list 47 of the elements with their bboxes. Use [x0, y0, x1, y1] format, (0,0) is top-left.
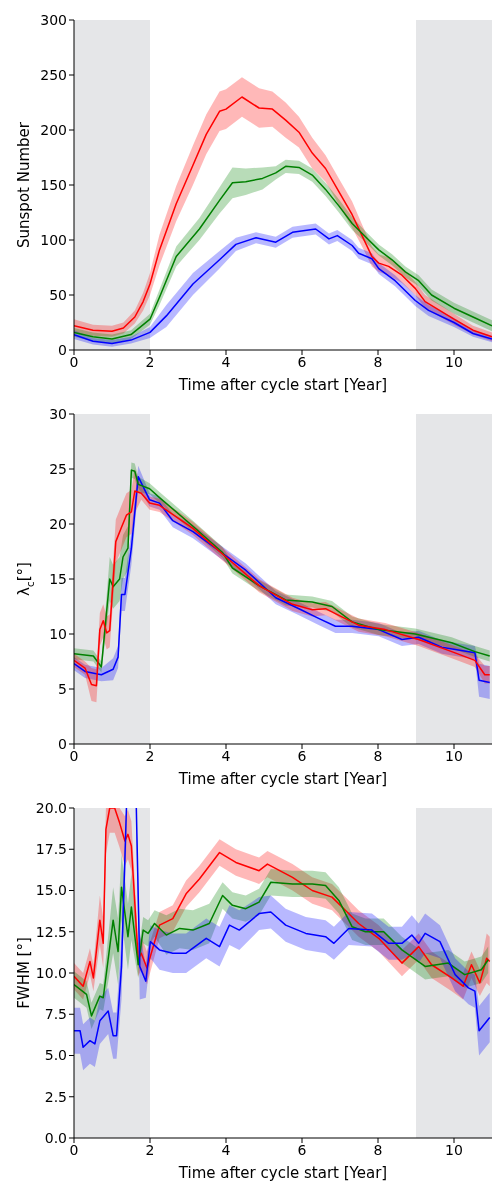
x-tick-label: 2 — [145, 1141, 155, 1158]
x-axis-title: Time after cycle start [Year] — [177, 770, 388, 788]
y-tick-label: 0 — [58, 735, 67, 752]
y-tick-label: 300 — [40, 11, 67, 28]
y-tick-label: 10.0 — [35, 964, 67, 981]
x-tick-label: 6 — [297, 747, 307, 764]
x-axis-title: Time after cycle start [Year] — [177, 1164, 388, 1182]
y-tick-label: 12.5 — [35, 923, 67, 940]
x-tick-label: 4 — [221, 1141, 231, 1158]
x-tick-label: 6 — [297, 1141, 307, 1158]
y-tick-label: 250 — [40, 66, 67, 83]
y-tick-label: 0 — [58, 341, 67, 358]
x-tick-label: 0 — [69, 353, 79, 370]
x-tick-label: 8 — [373, 353, 383, 370]
y-tick-label: 5 — [58, 680, 67, 697]
x-tick-label: 2 — [145, 747, 155, 764]
y-tick-label: 10 — [49, 625, 67, 642]
y-tick-label: 20 — [49, 515, 67, 532]
y-tick-label: 0.0 — [44, 1129, 67, 1146]
x-tick-label: 8 — [373, 747, 383, 764]
x-tick-label: 8 — [373, 1141, 383, 1158]
x-tick-label: 10 — [445, 353, 463, 370]
x-tick-label: 2 — [145, 353, 155, 370]
x-tick-label: 4 — [221, 353, 231, 370]
line-series — [74, 881, 489, 1017]
x-axis-title: Time after cycle start [Year] — [177, 376, 388, 394]
y-tick-label: 17.5 — [35, 841, 67, 858]
y-tick-label: 20.0 — [35, 799, 67, 816]
x-tick-label: 0 — [69, 747, 79, 764]
y-tick-label: 7.5 — [44, 1006, 67, 1023]
x-tick-label: 6 — [297, 353, 307, 370]
y-tick-label: 15.0 — [35, 882, 67, 899]
y-axis-title: FWHM [°] — [15, 937, 33, 1009]
y-axis-title: Sunspot Number — [15, 121, 33, 248]
y-tick-label: 15 — [49, 570, 67, 587]
x-tick-label: 10 — [445, 747, 463, 764]
y-tick-label: 200 — [40, 121, 67, 138]
y-tick-label: 30 — [49, 405, 67, 422]
y-tick-label: 150 — [40, 176, 67, 193]
y-tick-label: 50 — [49, 286, 67, 303]
y-tick-label: 2.5 — [44, 1088, 67, 1105]
y-tick-label: 100 — [40, 231, 67, 248]
y-tick-label: 25 — [49, 460, 67, 477]
x-tick-label: 4 — [221, 747, 231, 764]
y-tick-label: 5.0 — [44, 1047, 67, 1064]
x-tick-label: 10 — [445, 1141, 463, 1158]
x-tick-label: 0 — [69, 1141, 79, 1158]
